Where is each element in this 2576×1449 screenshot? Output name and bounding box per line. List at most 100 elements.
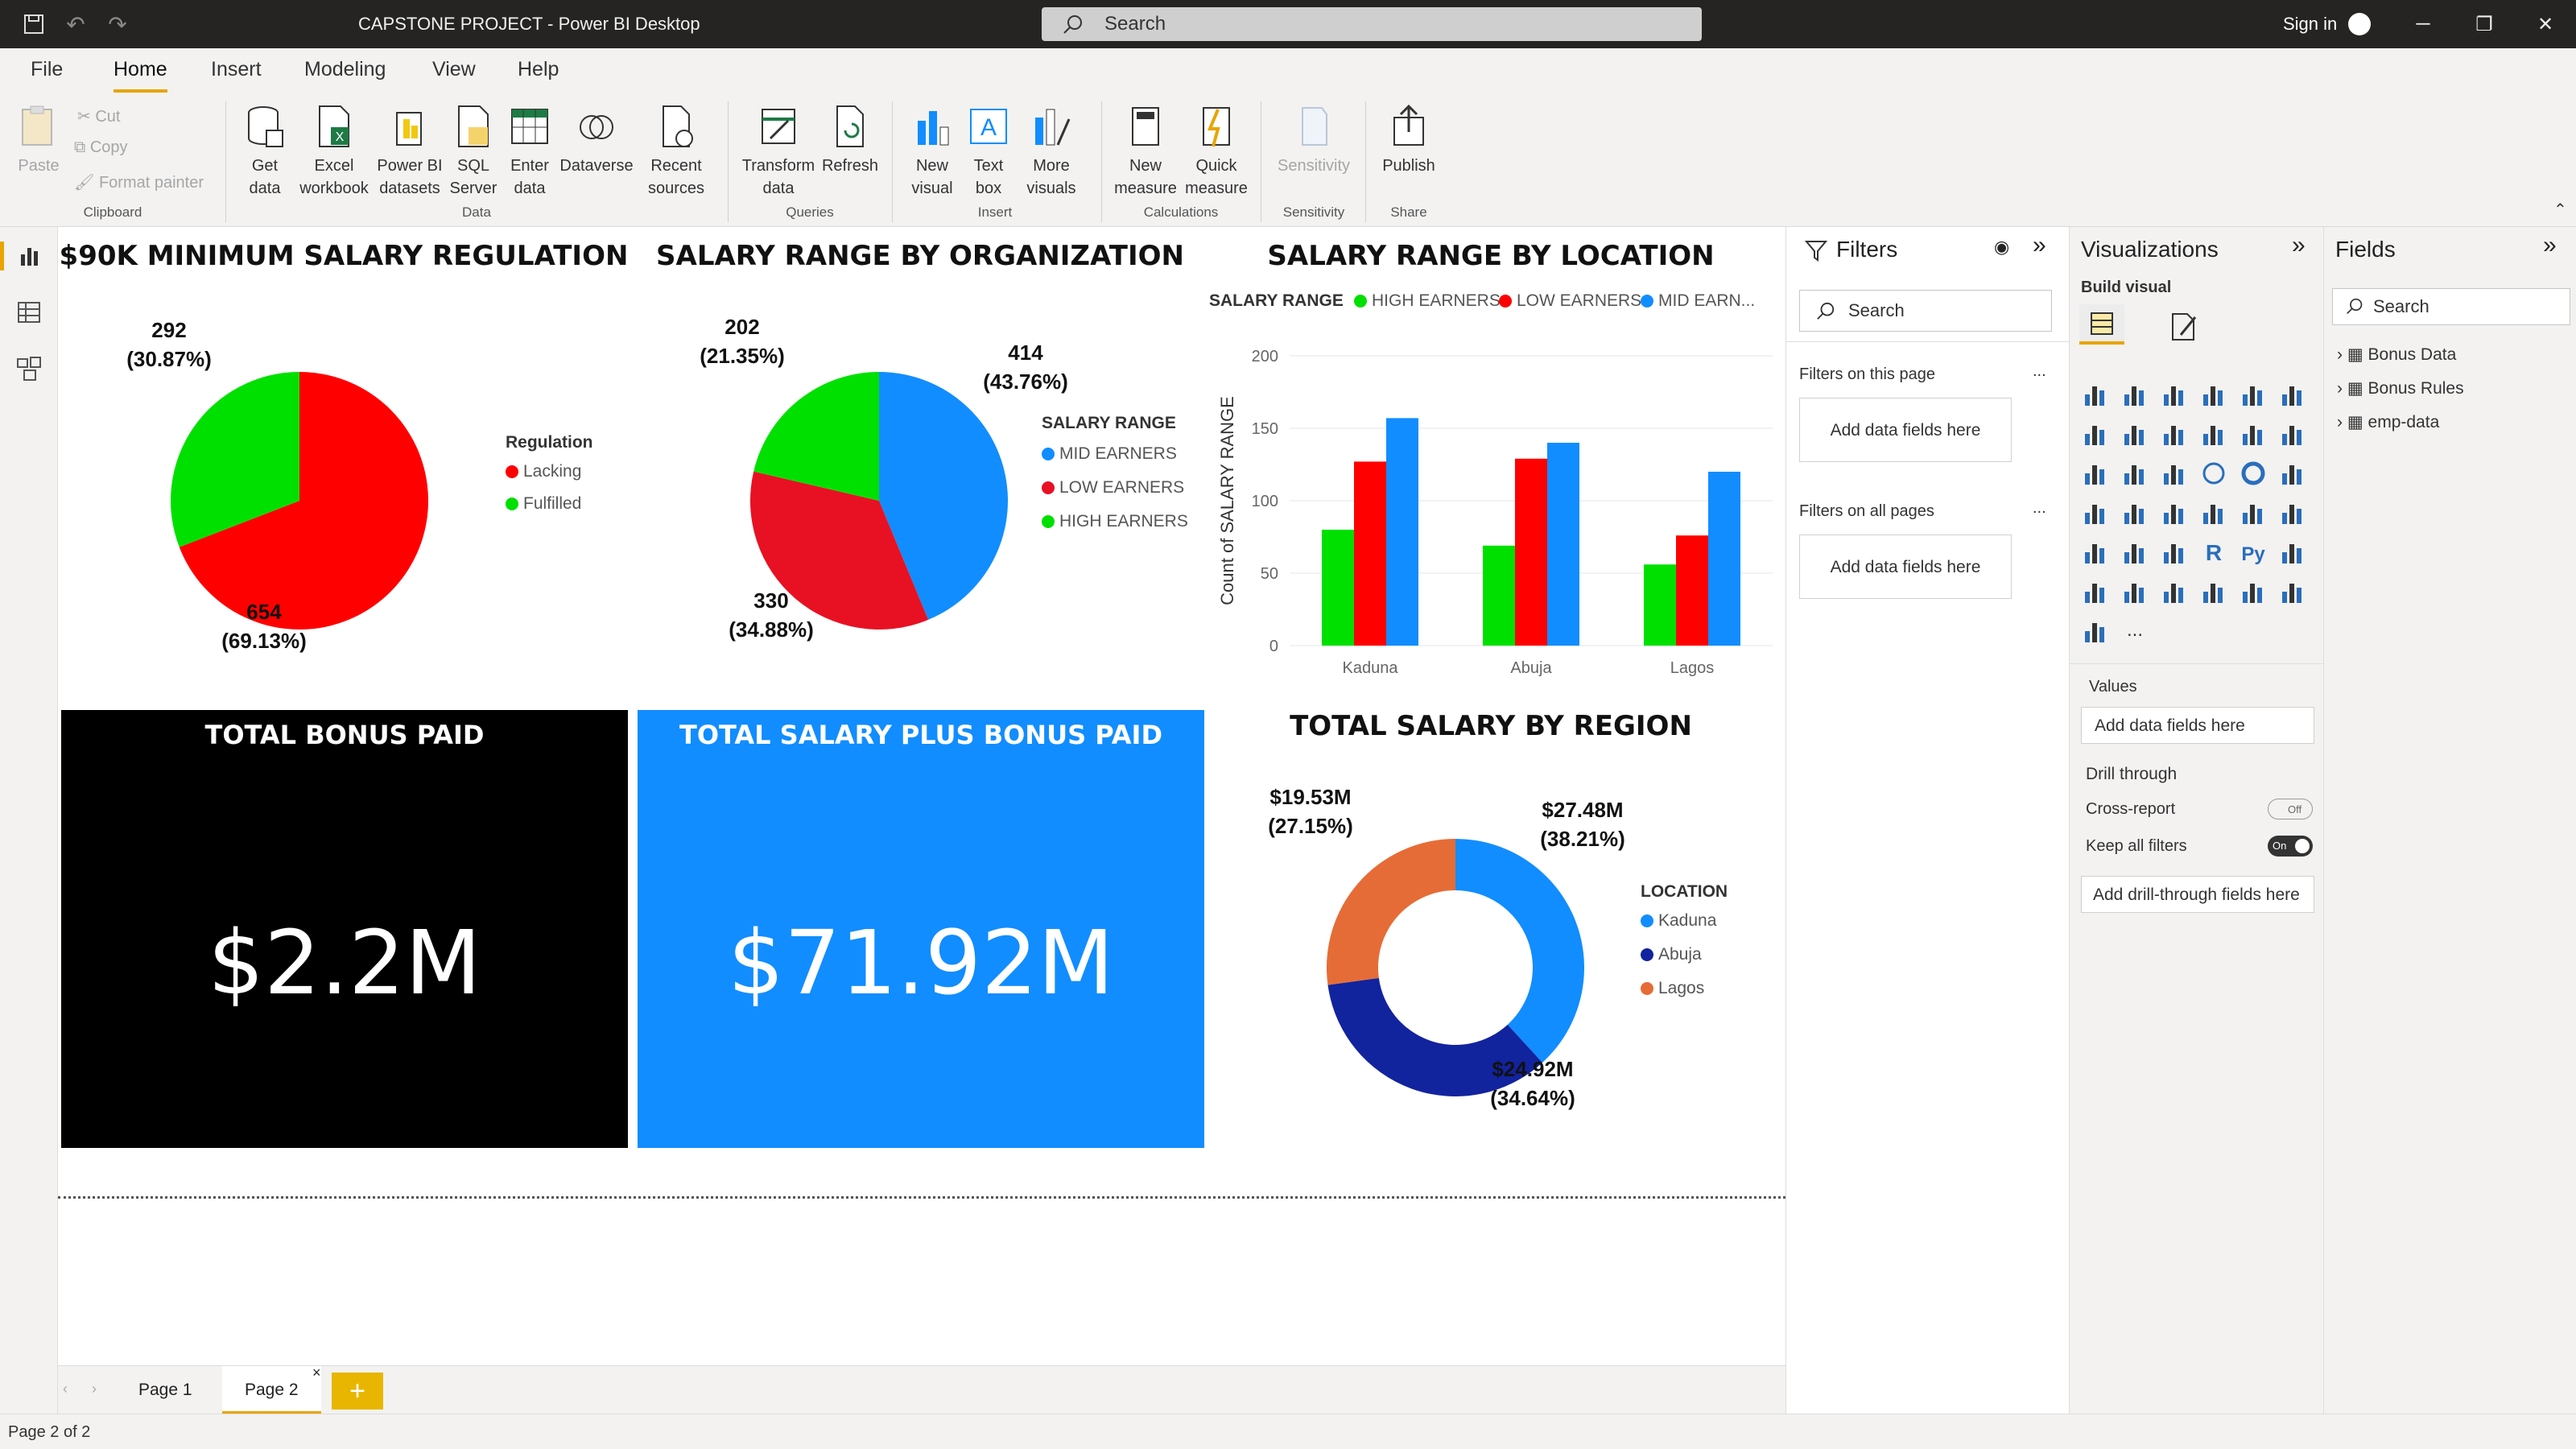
report-view-icon[interactable] xyxy=(14,242,43,270)
legend-item-low-earners[interactable]: LOW EARNERS xyxy=(1499,291,1641,311)
clustered-column-icon[interactable] xyxy=(2199,380,2228,409)
regulation-pie-chart[interactable] xyxy=(138,340,460,662)
keep-all-filters-toggle[interactable]: On xyxy=(2268,836,2313,857)
text-box-button[interactable]: A Text box xyxy=(963,103,1014,200)
gauge-icon[interactable] xyxy=(2160,498,2189,527)
format-visual-icon[interactable] xyxy=(2168,311,2200,343)
expand-chevron-icon[interactable]: › xyxy=(2337,413,2343,431)
tab-page-1[interactable]: Page 1 xyxy=(138,1381,192,1399)
data-view-icon[interactable] xyxy=(14,298,43,327)
bar-abuja-0[interactable] xyxy=(1483,545,1515,646)
title-search-box[interactable]: Search xyxy=(1042,7,1702,41)
redo-icon[interactable]: ↷ xyxy=(108,11,127,37)
undo-icon[interactable]: ↶ xyxy=(66,11,85,37)
expand-chevron-icon[interactable]: › xyxy=(2337,379,2343,398)
pie-slice-fulfilled[interactable] xyxy=(171,372,299,547)
publish-button[interactable]: Publish xyxy=(1377,103,1441,177)
legend-item-high-earners[interactable]: HIGH EARNERS xyxy=(1354,291,1501,311)
legend-item-mid-earners[interactable]: MID EARN... xyxy=(1641,291,1755,311)
power-automate-icon[interactable] xyxy=(2278,577,2307,606)
menu-view[interactable]: View xyxy=(432,58,476,80)
100-bar-icon[interactable] xyxy=(2239,380,2268,409)
filters-search-input[interactable]: Search xyxy=(1799,290,2052,332)
close-icon[interactable]: ✕ xyxy=(2537,13,2554,35)
recent-sources-button[interactable]: Recent sources xyxy=(641,103,712,200)
bar-lagos-2[interactable] xyxy=(1708,472,1740,646)
bar-kaduna-2[interactable] xyxy=(1386,418,1418,646)
cut-button[interactable]: ✂ Cut xyxy=(77,108,121,126)
line-clustered-icon[interactable] xyxy=(2239,419,2268,448)
card-icon[interactable] xyxy=(2199,498,2228,527)
stacked-column-icon[interactable] xyxy=(2120,380,2149,409)
eye-icon[interactable]: ◉ xyxy=(1994,237,2010,257)
menu-insert[interactable]: Insert xyxy=(211,58,262,80)
table-visual-icon[interactable] xyxy=(2120,538,2149,567)
waterfall-icon[interactable] xyxy=(2081,459,2110,488)
paste-button[interactable]: Paste xyxy=(14,103,63,177)
minimize-icon[interactable]: ─ xyxy=(2416,13,2430,35)
pie-icon[interactable] xyxy=(2199,459,2228,488)
scroll-left-icon[interactable]: ‹ xyxy=(63,1381,68,1397)
total-salary-bonus-card[interactable]: TOTAL SALARY PLUS BONUS PAID $71.92M xyxy=(638,710,1204,1148)
field-table-bonus-data[interactable]: › ▦ Bonus Data xyxy=(2337,345,2456,365)
dataverse-button[interactable]: Dataverse xyxy=(559,103,634,177)
more-visuals-button[interactable]: More visuals xyxy=(1016,103,1087,200)
clustered-bar-icon[interactable] xyxy=(2160,380,2189,409)
region-donut-chart[interactable] xyxy=(1294,807,1616,1129)
new-visual-button[interactable]: New visual xyxy=(903,103,961,200)
location-bar-chart[interactable]: 050100150200KadunaAbujaLagosLocationCoun… xyxy=(1201,316,1789,686)
decomposition-tree-icon[interactable] xyxy=(2081,577,2110,606)
close-tab-icon[interactable]: × xyxy=(312,1364,321,1381)
sql-server-button[interactable]: SQL Server xyxy=(448,103,499,200)
pie-slice-kaduna[interactable] xyxy=(1455,839,1584,1063)
tab-page-2[interactable]: Page 2 xyxy=(222,1366,321,1414)
pie-slice-mid-earners[interactable] xyxy=(879,372,1008,620)
matrix-icon[interactable] xyxy=(2160,538,2189,567)
field-table-bonus-rules[interactable]: › ▦ Bonus Rules xyxy=(2337,378,2464,398)
menu-file[interactable]: File xyxy=(31,58,64,80)
multi-row-card-icon[interactable] xyxy=(2239,498,2268,527)
bar-lagos-0[interactable] xyxy=(1644,564,1676,646)
values-drop-zone[interactable]: Add data fields here xyxy=(2081,707,2314,744)
power-bi-datasets-button[interactable]: Power BI datasets xyxy=(375,103,444,200)
kpi-icon[interactable] xyxy=(2278,498,2307,527)
menu-home[interactable]: Home xyxy=(114,58,167,93)
collapse-filters-icon[interactable]: » xyxy=(2033,232,2046,258)
scroll-right-icon[interactable]: › xyxy=(92,1381,97,1397)
more-options-icon[interactable]: ... xyxy=(2033,362,2046,380)
slicer-icon[interactable] xyxy=(2081,538,2110,567)
treemap-icon[interactable] xyxy=(2278,459,2307,488)
quick-measure-button[interactable]: Quick measure xyxy=(1182,103,1251,200)
collapse-fields-icon[interactable]: » xyxy=(2543,232,2557,258)
legend-item-fulfilled[interactable]: Fulfilled xyxy=(506,494,581,514)
bar-kaduna-0[interactable] xyxy=(1322,530,1354,646)
funnel-icon[interactable] xyxy=(2120,459,2149,488)
smart-narrative-icon[interactable] xyxy=(2160,577,2189,606)
area-chart-icon[interactable] xyxy=(2120,419,2149,448)
drill-through-drop-zone[interactable]: Add drill-through fields here xyxy=(2081,876,2314,913)
line-chart-icon[interactable] xyxy=(2081,419,2110,448)
line-column-icon[interactable] xyxy=(2199,419,2228,448)
scatter-icon[interactable] xyxy=(2160,459,2189,488)
filters-all-pages-drop-zone[interactable]: Add data fields here xyxy=(1799,535,2012,599)
legend-item-lacking[interactable]: Lacking xyxy=(506,462,581,481)
r-visual-icon[interactable]: R xyxy=(2199,538,2228,567)
more-options-icon[interactable]: ... xyxy=(2120,617,2149,646)
qa-icon[interactable] xyxy=(2120,577,2149,606)
save-icon[interactable] xyxy=(10,0,58,48)
model-view-icon[interactable] xyxy=(14,354,43,383)
enter-data-button[interactable]: Enter data xyxy=(504,103,555,200)
copy-button[interactable]: ⧉ Copy xyxy=(74,138,128,156)
field-table-emp-data[interactable]: › ▦ emp-data xyxy=(2337,412,2439,432)
pie-slice-abuja[interactable] xyxy=(1327,977,1543,1096)
expand-chevron-icon[interactable]: › xyxy=(2337,345,2343,364)
avatar[interactable] xyxy=(2348,13,2371,35)
bar-abuja-1[interactable] xyxy=(1515,458,1547,646)
bar-abuja-2[interactable] xyxy=(1547,443,1579,646)
add-page-button[interactable]: + xyxy=(332,1373,383,1410)
legend-item-kaduna[interactable]: Kaduna xyxy=(1641,911,1716,931)
bar-kaduna-1[interactable] xyxy=(1354,461,1386,646)
power-apps-icon[interactable] xyxy=(2239,577,2268,606)
fields-search-input[interactable]: Search xyxy=(2332,288,2570,325)
sign-in-link[interactable]: Sign in xyxy=(2283,14,2338,34)
